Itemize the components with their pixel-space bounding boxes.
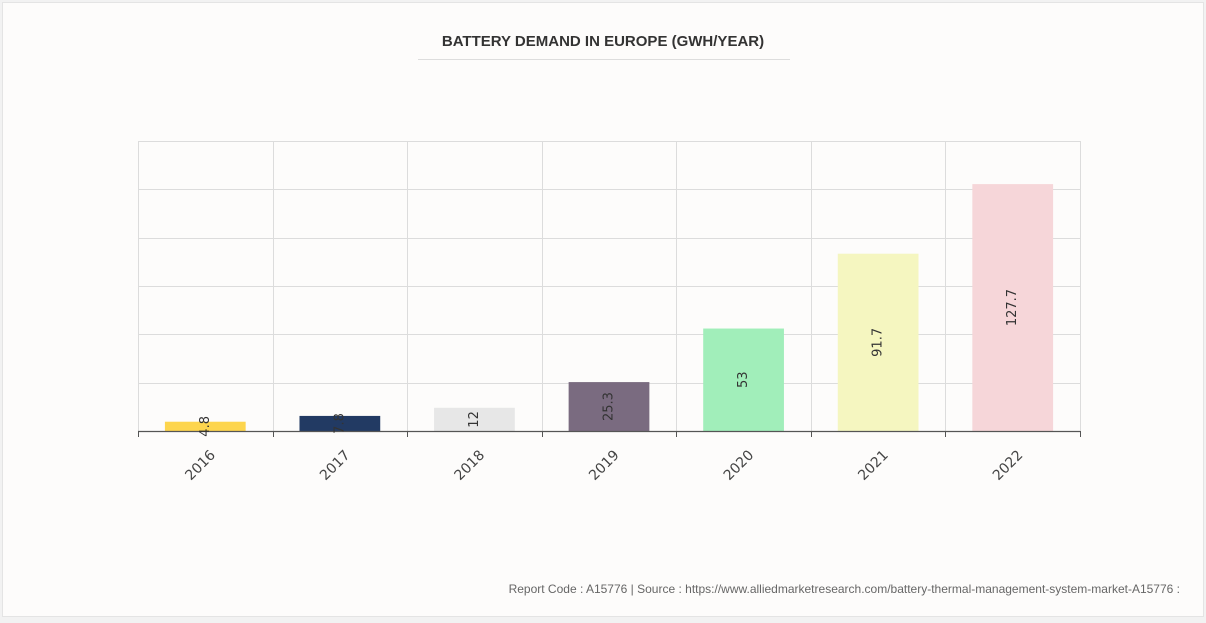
bar-2022 xyxy=(972,184,1054,431)
bar-value-label: 91.7 xyxy=(871,328,886,357)
x-tick-label: 2017 xyxy=(317,447,354,484)
bar-2016 xyxy=(164,421,246,431)
bar-2021 xyxy=(837,253,919,431)
bar-value-label: 4.8 xyxy=(198,416,213,437)
bar-2020 xyxy=(703,328,784,431)
bar-value-label: 25.3 xyxy=(602,392,617,421)
x-tick-label: 2021 xyxy=(855,447,892,484)
x-tick-label: 2018 xyxy=(452,447,489,484)
bar-2019 xyxy=(568,382,650,431)
x-tick-label: 2016 xyxy=(182,447,219,484)
bar-value-label: 7.8 xyxy=(332,413,347,434)
bar-value-label: 53 xyxy=(736,371,751,388)
source-footer: Report Code : A15776 | Source : https://… xyxy=(508,582,1180,596)
x-tick-label: 2019 xyxy=(586,447,623,484)
chart-gridlines xyxy=(138,141,1081,431)
title-underline xyxy=(418,59,790,60)
x-tick-label: 2022 xyxy=(990,447,1027,484)
bar-2018 xyxy=(434,407,515,431)
bar-value-label: 12 xyxy=(467,411,482,428)
chart-axes xyxy=(138,430,1081,437)
bar-value-label: 127.7 xyxy=(1005,289,1020,326)
x-tick-label: 2020 xyxy=(721,447,758,484)
chart-title: BATTERY DEMAND IN EUROPE (GWH/YEAR) xyxy=(441,33,765,50)
bar-2017 xyxy=(299,415,381,431)
chart-bars xyxy=(164,184,1054,431)
